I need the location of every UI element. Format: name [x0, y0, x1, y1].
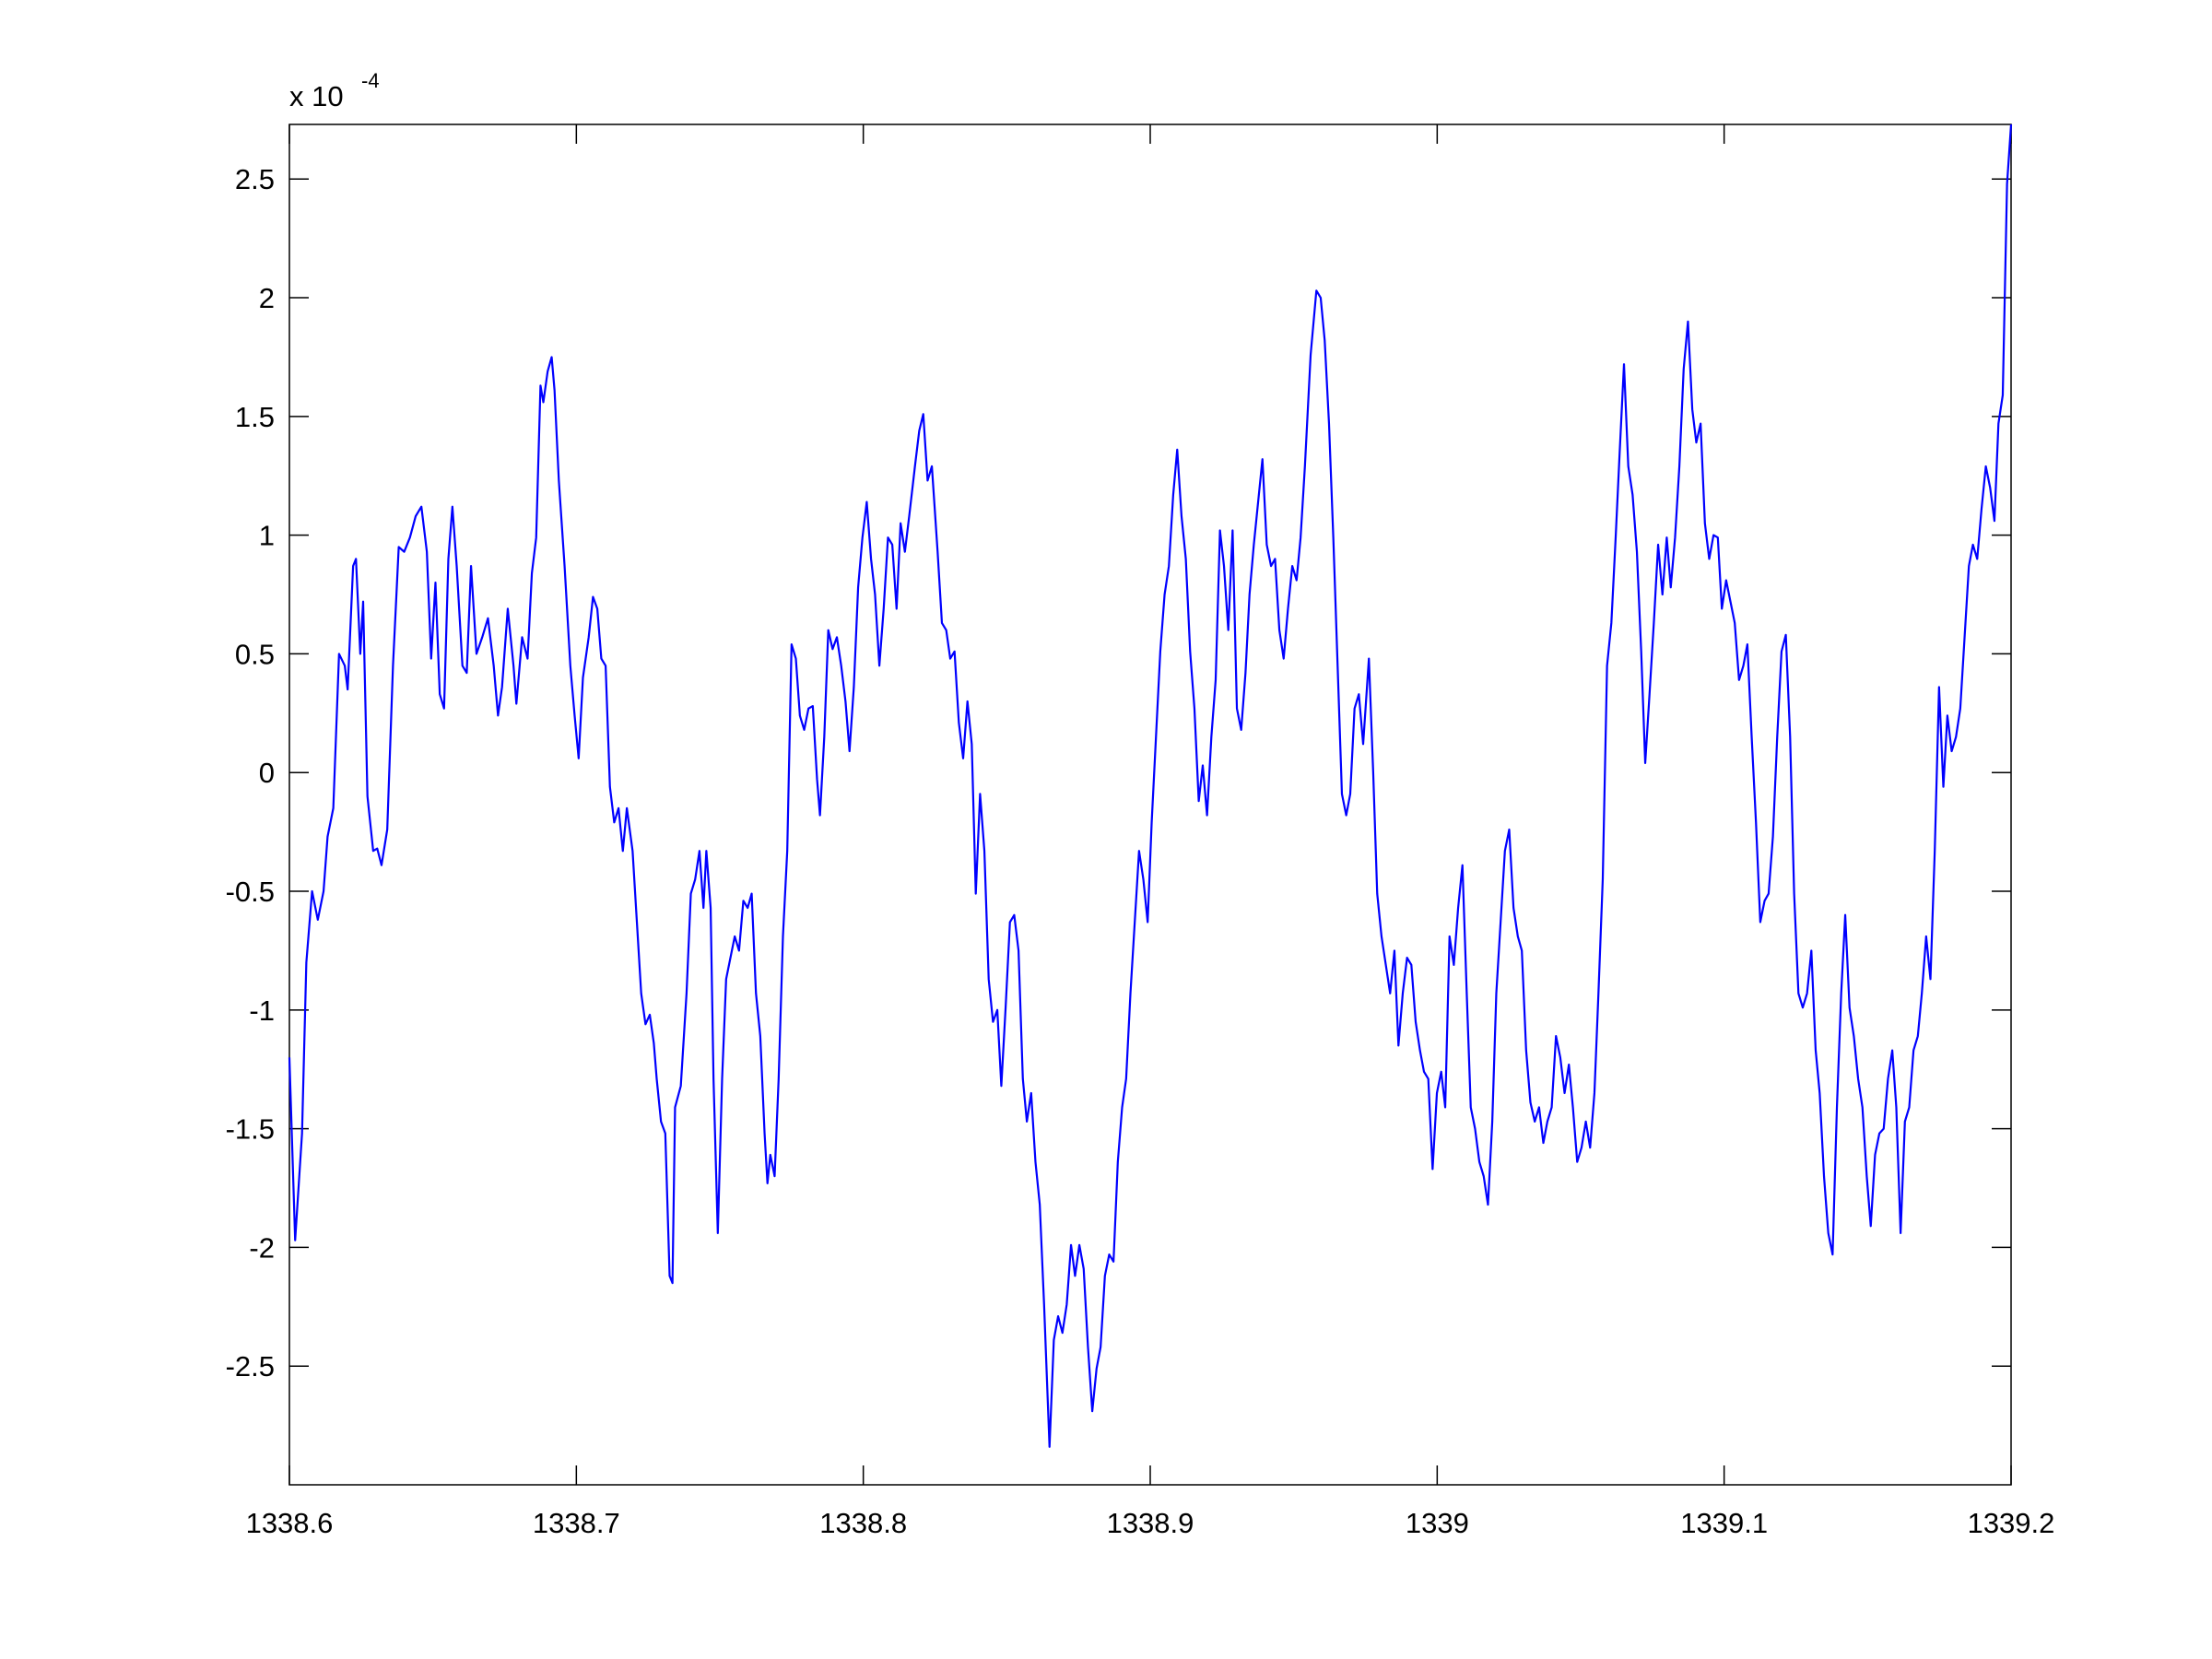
- y-tick-label: -0.5: [226, 876, 275, 908]
- axes-box: [288, 124, 2012, 1486]
- x-tick-label: 1338.8: [819, 1507, 907, 1539]
- x-tick-label: 1339: [1406, 1507, 1469, 1539]
- y-tick-label: -2.5: [226, 1350, 275, 1382]
- x-tick-label: 1339.1: [1680, 1507, 1768, 1539]
- y-tick-label: 1.5: [235, 401, 275, 433]
- y-tick-label: -2: [249, 1231, 275, 1264]
- y-tick-label: 0.5: [235, 638, 275, 670]
- y-tick-label: -1: [249, 994, 275, 1027]
- y-tick-label: -1.5: [226, 1113, 275, 1146]
- data-line: [288, 124, 2013, 1448]
- y-tick-label: 0: [259, 757, 275, 789]
- y-multiplier-base: x 10: [289, 80, 344, 112]
- x-tick-label: 1338.7: [533, 1507, 620, 1539]
- x-tick-label: 1339.2: [1968, 1507, 2055, 1539]
- x-tick-label: 1338.9: [1107, 1507, 1194, 1539]
- y-tick-label: 2.5: [235, 163, 275, 195]
- y-multiplier-exponent: -4: [361, 69, 380, 92]
- y-tick-label: 2: [259, 282, 275, 314]
- y-tick-label: 1: [259, 520, 275, 552]
- x-tick-label: 1338.6: [246, 1507, 334, 1539]
